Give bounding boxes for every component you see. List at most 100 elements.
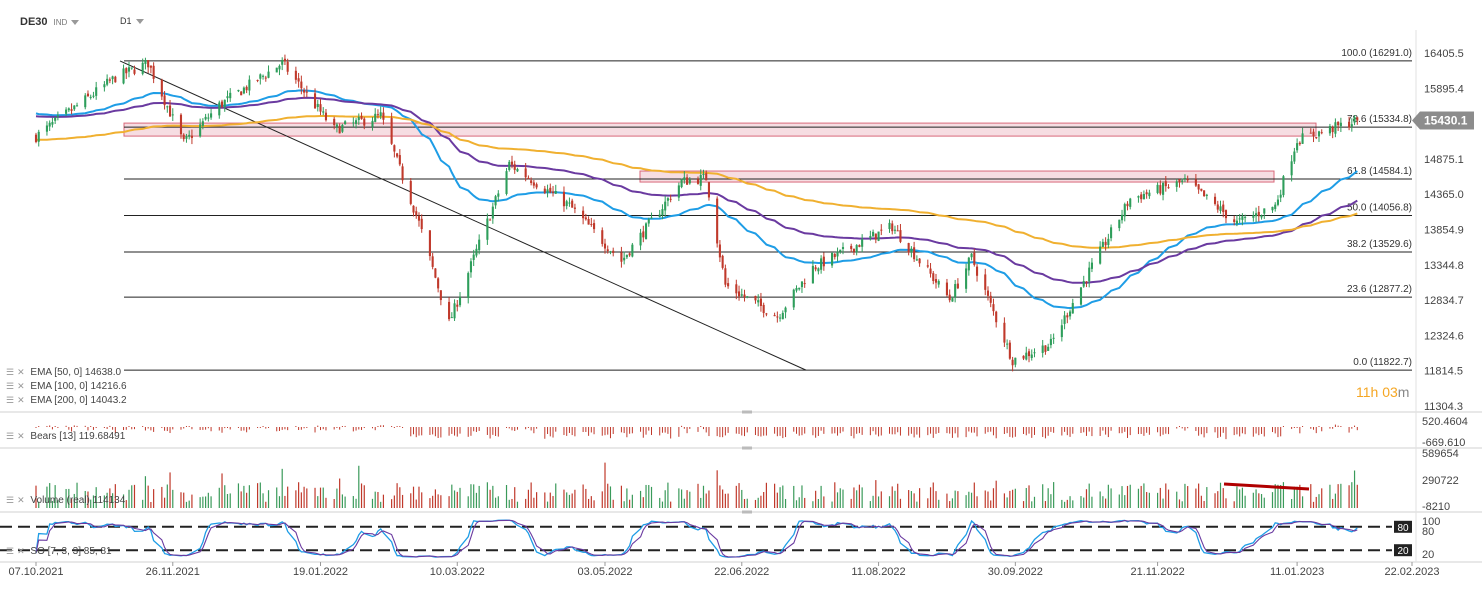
volume-divergence-line [1223, 482, 1310, 491]
candle-body [822, 256, 825, 267]
candle-body [281, 59, 284, 65]
candle-body [975, 266, 979, 276]
resistance-zone [639, 170, 1275, 183]
candle-body [450, 317, 453, 319]
candle-body [754, 295, 757, 301]
candle-body [448, 301, 451, 320]
candle-body [497, 193, 500, 197]
legend-bears[interactable]: ☰ ✕ Bears [13] 119.68491 [6, 431, 125, 442]
ema200-label: EMA [200, 0] [30, 395, 88, 406]
candle-body [1274, 204, 1277, 209]
menu-icon[interactable]: ☰ [6, 367, 15, 377]
candle-body [1257, 211, 1260, 217]
menu-icon[interactable]: ☰ [6, 395, 15, 405]
candle-body [757, 300, 760, 303]
candle-body [141, 62, 144, 74]
candle-body [587, 218, 590, 225]
candle-body [341, 124, 344, 132]
candle-body [532, 182, 535, 186]
menu-icon[interactable]: ☰ [6, 381, 15, 391]
close-icon[interactable]: ✕ [17, 381, 25, 391]
candle-body [702, 174, 705, 176]
candle-body [727, 283, 730, 287]
legend-ema200[interactable]: ☰ ✕ EMA [200, 0] 14043.2 [6, 395, 127, 406]
candle-body [294, 70, 297, 80]
candle-body [316, 103, 319, 108]
candle-body [1296, 143, 1299, 151]
close-icon[interactable]: ✕ [17, 395, 25, 405]
candle-body [417, 216, 421, 221]
candle-body [267, 71, 270, 78]
candle-body [171, 114, 174, 116]
candle-body [850, 245, 853, 249]
candle-body [565, 201, 568, 207]
candle-body [1066, 315, 1069, 318]
menu-icon[interactable]: ☰ [6, 431, 15, 441]
candle-body [1008, 342, 1011, 359]
candle-body [836, 251, 839, 257]
candle-body [1194, 179, 1197, 186]
candle-body [1205, 194, 1208, 196]
candle-body [54, 117, 57, 121]
candle-body [1252, 215, 1255, 218]
candle-body [300, 81, 303, 89]
candle-body [1219, 206, 1222, 211]
candle-body [658, 214, 661, 217]
candle-body [103, 84, 106, 88]
date-tick-label: 21.11.2022 [1130, 566, 1184, 578]
timeframe-selector[interactable]: D1 [120, 16, 144, 26]
candle-body [125, 68, 128, 74]
candle-body [1213, 196, 1217, 204]
candle-body [1238, 218, 1241, 220]
ema50-value: 14638.0 [84, 367, 122, 378]
close-icon[interactable]: ✕ [17, 431, 25, 441]
menu-icon[interactable]: ☰ [6, 546, 15, 556]
candle-body [612, 250, 615, 253]
pane-resize-handle [742, 446, 752, 450]
candle-body [995, 311, 998, 323]
close-icon[interactable]: ✕ [17, 367, 25, 377]
candle-body [680, 179, 683, 188]
menu-icon[interactable]: ☰ [6, 495, 15, 505]
legend-ema100[interactable]: ☰ ✕ EMA [100, 0] 14216.6 [6, 381, 127, 392]
symbol-header[interactable]: DE30 IND [20, 16, 80, 28]
candle-body [95, 87, 98, 96]
candle-body [431, 256, 434, 267]
close-icon[interactable]: ✕ [17, 495, 25, 505]
candle-body [781, 312, 784, 320]
symbol-dropdown-icon[interactable] [71, 19, 80, 25]
timeframe-dropdown-icon[interactable] [135, 19, 144, 25]
candle-body [1241, 216, 1244, 220]
candle-body [245, 86, 248, 91]
candle-body [628, 253, 631, 256]
bears-axis-label: -669.610 [1422, 437, 1465, 449]
candle-body [1282, 176, 1285, 196]
close-icon[interactable]: ✕ [17, 546, 25, 556]
candle-body [374, 113, 377, 122]
candle-body [759, 298, 762, 306]
date-tick-label: 22.06.2022 [714, 566, 769, 578]
candle-body [954, 284, 957, 298]
candle-body [1353, 117, 1356, 123]
legend-volume[interactable]: ☰ ✕ Volume (real) 114134 [6, 495, 125, 506]
so-axis-label: 20 [1422, 549, 1434, 561]
bears-value: 119.68491 [78, 431, 126, 442]
candle-body [147, 60, 150, 68]
candle-body [869, 235, 872, 239]
legend-so[interactable]: ☰ ✕ SO [7, 3, 3] 85, 81 [6, 546, 112, 557]
candle-body [639, 232, 642, 246]
candle-body [562, 191, 566, 207]
price-tick-label: 12324.6 [1424, 330, 1464, 342]
candle-body [874, 233, 877, 240]
candle-body [546, 189, 549, 193]
candle-body [401, 166, 404, 181]
candle-body [647, 219, 650, 224]
candle-body [127, 67, 131, 72]
price-tick-label: 11304.3 [1424, 401, 1463, 413]
legend-ema50[interactable]: ☰ ✕ EMA [50, 0] 14638.0 [6, 367, 121, 378]
candle-body [1159, 185, 1162, 194]
volume-axis-label: 589654 [1422, 448, 1459, 460]
candle-body [149, 65, 152, 68]
candle-body [724, 268, 727, 285]
